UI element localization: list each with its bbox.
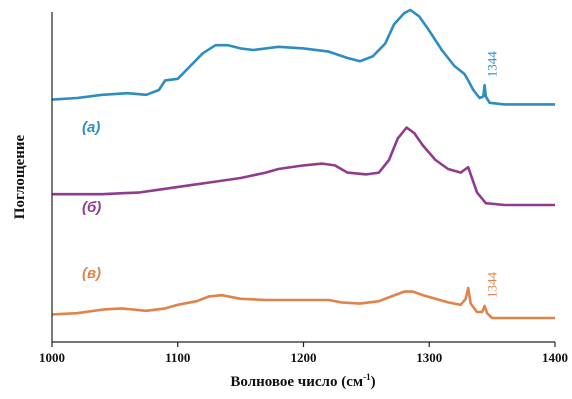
x-tick-label-1400: 1400 (542, 350, 568, 365)
series-line-v (51, 286, 555, 320)
x-axis-title-sup: -1 (363, 372, 371, 382)
y-axis-title: Поглощение (12, 134, 28, 219)
label-layer: (a) (б) (в) 1344 1344 (82, 51, 500, 298)
series-line-a (51, 8, 555, 106)
x-tick-label-1200: 1200 (291, 350, 317, 365)
peak-annotation-v: 1344 (485, 272, 500, 299)
series-label-b: (б) (82, 199, 101, 216)
series-line-b (52, 126, 555, 207)
x-axis-title: Волновое число (см-1) (230, 372, 375, 390)
x-tick-label-1000: 1000 (39, 350, 65, 365)
peak-annotation-a: 1344 (485, 51, 500, 78)
series-label-a: (a) (82, 119, 100, 136)
x-tick-label-1100: 1100 (165, 350, 190, 365)
series-label-v: (в) (82, 265, 101, 282)
x-ticks: 1000 1100 1200 1300 1400 (39, 342, 568, 365)
x-axis-title-main: Волновое число (см (230, 374, 363, 390)
series-layer (51, 8, 555, 320)
x-tick-label-1300: 1300 (416, 350, 442, 365)
x-axis-title-close: ) (371, 374, 376, 390)
